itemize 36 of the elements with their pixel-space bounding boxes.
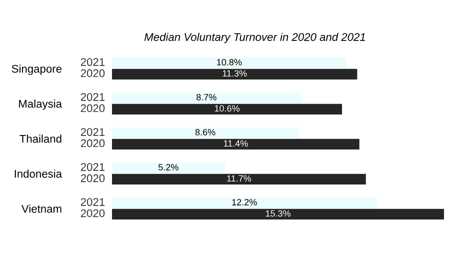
data-label: 11.3%	[222, 70, 247, 77]
text: 2020	[80, 139, 105, 148]
data-label: 12.2%	[232, 199, 257, 206]
text: 2021	[80, 93, 105, 101]
bar	[112, 138, 360, 150]
bar	[112, 174, 366, 185]
bar	[112, 92, 301, 104]
bar	[112, 58, 346, 68]
bar	[112, 198, 377, 208]
text: 2020	[80, 209, 105, 218]
text: 2021	[80, 163, 105, 171]
bar	[112, 68, 358, 80]
series-label: 2020	[80, 69, 105, 78]
data-label: 5.2%	[158, 164, 178, 170]
y-tick-label: Singapore	[12, 64, 62, 75]
bar	[112, 162, 225, 174]
y-tick-label: Malaysia	[19, 100, 62, 110]
data-label: 8.7%	[196, 94, 216, 100]
text: 2021	[80, 128, 105, 136]
data-label: 15.3%	[266, 210, 290, 217]
y-tick-label: Vietnam	[21, 204, 62, 213]
data-label: 11.4%	[224, 140, 248, 147]
y-tick-label: Indonesia	[14, 170, 62, 178]
bar	[112, 208, 444, 220]
chart-title: Median Voluntary Turnover in 2020 and 2021	[144, 32, 365, 44]
y-tick-label: Thailand	[20, 134, 62, 143]
text: 2020	[80, 174, 105, 182]
text: 2021	[80, 198, 105, 206]
data-label: 10.6%	[214, 105, 240, 112]
data-label: 11.7%	[227, 175, 252, 182]
text: 2020	[80, 104, 105, 112]
data-label: 8.6%	[195, 129, 216, 136]
data-label: 10.8%	[217, 59, 242, 66]
series-label: 2021	[80, 58, 105, 66]
bar	[112, 128, 299, 138]
bar	[112, 104, 342, 114]
